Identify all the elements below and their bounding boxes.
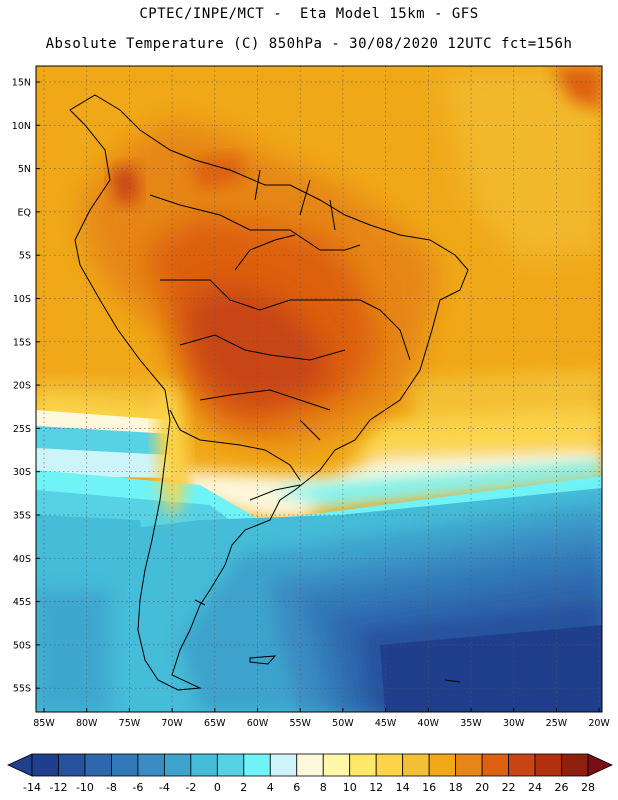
- lon-label: 50W: [332, 718, 354, 729]
- lon-label: 45W: [375, 718, 397, 729]
- colorbar-under-triangle: [7, 753, 33, 777]
- lon-label: 75W: [119, 718, 141, 729]
- colorbar-swatch: [296, 753, 324, 777]
- temperature-field: [36, 66, 602, 712]
- lon-label: 35W: [460, 718, 482, 729]
- lat-label: 40S: [13, 554, 31, 565]
- colorbar-swatch: [216, 753, 245, 777]
- colorbar-tick-label: 0: [214, 781, 221, 794]
- colorbar-labels: -14 -12 -10 -8 -6 -4 -2 0 2 4 6 8 10 12 14 16 18 20 22 24 26…: [23, 781, 595, 794]
- colorbar-tick-label: -4: [159, 781, 170, 794]
- chart-title-line2: Absolute Temperature (C) 850hPa - 30/08/…: [45, 36, 573, 52]
- colorbar-tick-label: 26: [555, 781, 569, 794]
- colorbar-tick-label: -8: [106, 781, 117, 794]
- lon-label: 85W: [33, 718, 55, 729]
- colorbar-tick-label: -10: [76, 781, 94, 794]
- colorbar-tick-label: 16: [422, 781, 436, 794]
- colorbar-tick-label: 4: [267, 781, 274, 794]
- colorbar-swatch: [31, 753, 59, 777]
- lat-label: EQ: [18, 207, 31, 218]
- colorbar-swatch: [243, 753, 271, 777]
- colorbar-swatch: [561, 753, 589, 777]
- colorbar-swatch: [481, 753, 509, 777]
- colorbar-swatch: [428, 753, 457, 777]
- colorbar-tick-label: 2: [240, 781, 247, 794]
- lon-label: 60W: [247, 718, 269, 729]
- lat-label: 5N: [18, 164, 31, 175]
- colorbar-tick-label: -6: [132, 781, 143, 794]
- colorbar: [7, 753, 613, 777]
- colorbar-swatch: [269, 753, 298, 777]
- colorbar-over-triangle: [587, 753, 613, 777]
- colorbar-swatch: [375, 753, 404, 777]
- colorbar-swatch: [137, 753, 165, 777]
- lon-label: 70W: [161, 718, 183, 729]
- colorbar-tick-label: -12: [49, 781, 67, 794]
- colorbar-swatch: [84, 753, 112, 777]
- colorbar-tick-label: 12: [369, 781, 383, 794]
- colorbar-swatch: [163, 753, 192, 777]
- lon-label: 55W: [289, 718, 311, 729]
- colorbar-tick-label: 8: [320, 781, 327, 794]
- colorbar-tick-label: 6: [293, 781, 300, 794]
- lat-label: 35S: [13, 511, 31, 522]
- lat-label: 45S: [13, 597, 31, 608]
- lon-label: 25W: [546, 718, 568, 729]
- colorbar-swatch: [58, 753, 86, 777]
- colorbar-tick-label: 24: [528, 781, 542, 794]
- colorbar-tick-label: -14: [23, 781, 41, 794]
- colorbar-swatch: [534, 753, 562, 777]
- lat-label: 20S: [13, 381, 31, 392]
- lat-label: 5S: [19, 251, 31, 262]
- colorbar-swatch: [402, 753, 430, 777]
- lat-label: 30S: [13, 467, 31, 478]
- colorbar-swatch: [111, 753, 139, 777]
- lat-label: 10N: [12, 121, 31, 132]
- lat-label: 50S: [13, 640, 31, 651]
- colorbar-swatch: [455, 753, 483, 777]
- map-frame: [35, 65, 603, 713]
- latitude-labels: 15N 10N 5N EQ 5S 10S 15S 20S 25S 30S 35S 40S 45S 50S 5…: [12, 78, 40, 695]
- colorbar-swatch: [508, 753, 536, 777]
- colorbar-tick-label: 22: [502, 781, 516, 794]
- lon-label: 20W: [588, 718, 610, 729]
- colorbar-tick-label: 18: [449, 781, 463, 794]
- colorbar-tick-label: 14: [396, 781, 410, 794]
- lon-label: 40W: [418, 718, 440, 729]
- lat-label: 15N: [12, 78, 31, 89]
- colorbar-swatch: [349, 753, 377, 777]
- lat-label: 55S: [13, 684, 31, 695]
- lat-label: 15S: [13, 337, 31, 348]
- coastline-outline: [69, 94, 469, 691]
- longitude-labels: 85W 80W 75W 70W 65W 60W 55W 50W 45W 40W 35W 30W 25W 2…: [33, 708, 610, 729]
- lat-label: 10S: [13, 294, 31, 305]
- lon-label: 30W: [503, 718, 525, 729]
- colorbar-tick-label: -2: [185, 781, 196, 794]
- lon-label: 80W: [76, 718, 98, 729]
- colorbar-tick-label: 10: [343, 781, 357, 794]
- colorbar-swatch: [322, 753, 351, 777]
- colorbar-tick-label: 20: [475, 781, 489, 794]
- lat-label: 25S: [13, 424, 31, 435]
- chart-title-line1: CPTEC/INPE/MCT - Eta Model 15km - GFS: [139, 6, 479, 22]
- colorbar-tick-label: 28: [581, 781, 595, 794]
- lon-label: 65W: [204, 718, 226, 729]
- colorbar-swatch: [190, 753, 218, 777]
